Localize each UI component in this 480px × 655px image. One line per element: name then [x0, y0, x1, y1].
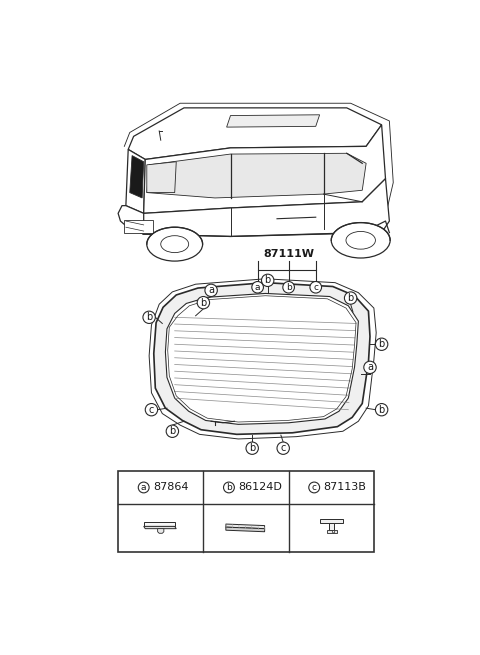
Polygon shape: [326, 530, 337, 533]
Circle shape: [205, 284, 217, 297]
Polygon shape: [166, 293, 359, 424]
Ellipse shape: [346, 231, 375, 249]
Polygon shape: [226, 524, 264, 529]
Circle shape: [345, 292, 357, 304]
Circle shape: [224, 482, 234, 493]
Text: 86124D: 86124D: [238, 483, 282, 493]
Circle shape: [364, 361, 376, 373]
Ellipse shape: [331, 223, 390, 258]
Ellipse shape: [161, 236, 189, 253]
Circle shape: [333, 531, 335, 533]
Text: 87113B: 87113B: [324, 483, 366, 493]
Polygon shape: [144, 125, 385, 214]
Circle shape: [277, 442, 289, 455]
Circle shape: [375, 403, 388, 416]
Text: b: b: [348, 293, 354, 303]
Circle shape: [283, 282, 294, 293]
Circle shape: [197, 297, 210, 309]
Circle shape: [138, 482, 149, 493]
Circle shape: [252, 282, 264, 293]
Polygon shape: [118, 206, 144, 234]
Ellipse shape: [147, 227, 203, 261]
Circle shape: [166, 425, 179, 438]
Circle shape: [309, 482, 320, 493]
Circle shape: [246, 442, 258, 455]
Text: a: a: [208, 286, 214, 295]
Polygon shape: [130, 156, 144, 198]
Text: b: b: [200, 297, 206, 308]
Bar: [123, 220, 153, 233]
Text: c: c: [149, 405, 154, 415]
Circle shape: [310, 282, 322, 293]
Polygon shape: [157, 529, 164, 533]
Text: c: c: [280, 443, 286, 453]
Text: 87111W: 87111W: [263, 249, 314, 259]
Polygon shape: [126, 179, 389, 236]
Polygon shape: [144, 527, 176, 529]
Text: a: a: [141, 483, 146, 492]
Circle shape: [143, 311, 156, 324]
Text: b: b: [264, 275, 271, 286]
Text: b: b: [286, 283, 291, 291]
Text: b: b: [146, 312, 152, 322]
Polygon shape: [226, 527, 264, 532]
Polygon shape: [320, 519, 343, 523]
Text: a: a: [367, 362, 373, 372]
Text: 87864: 87864: [153, 483, 189, 493]
Circle shape: [375, 338, 388, 350]
Text: a: a: [255, 283, 260, 291]
Text: b: b: [249, 443, 255, 453]
Polygon shape: [147, 153, 366, 198]
Circle shape: [145, 403, 157, 416]
Polygon shape: [128, 108, 382, 159]
Circle shape: [262, 274, 274, 286]
Text: b: b: [379, 405, 385, 415]
Polygon shape: [147, 162, 176, 193]
Polygon shape: [227, 115, 320, 127]
Text: b: b: [379, 339, 385, 349]
Polygon shape: [149, 279, 376, 439]
Text: b: b: [226, 483, 232, 492]
Polygon shape: [144, 522, 175, 527]
Text: b: b: [169, 426, 176, 436]
Polygon shape: [154, 283, 370, 434]
Text: c: c: [313, 283, 318, 291]
Bar: [118, 472, 374, 552]
Polygon shape: [329, 523, 334, 530]
Text: c: c: [312, 483, 317, 492]
Polygon shape: [126, 149, 145, 214]
